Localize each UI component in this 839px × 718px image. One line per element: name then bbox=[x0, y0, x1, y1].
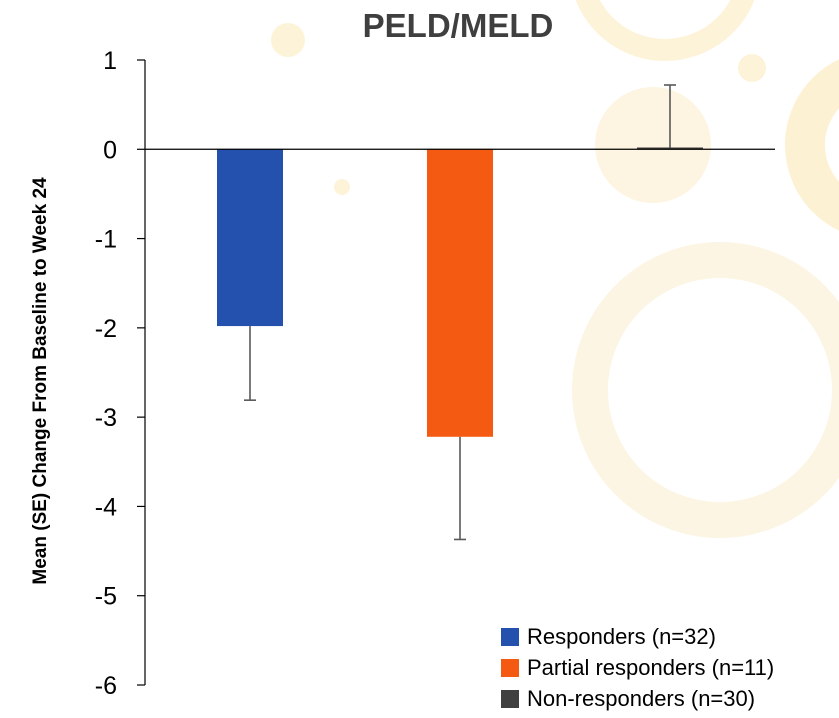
y-tick-label: -6 bbox=[95, 672, 117, 700]
y-tick-marks bbox=[137, 59, 145, 686]
y-tick-label: 1 bbox=[103, 47, 117, 75]
bar bbox=[217, 149, 283, 327]
error-bars bbox=[244, 84, 676, 541]
legend-swatch bbox=[501, 690, 519, 708]
legend-swatch bbox=[501, 628, 519, 646]
decor-dot-tiny bbox=[334, 179, 350, 195]
y-tick-label: -3 bbox=[95, 404, 117, 432]
bars bbox=[217, 147, 703, 437]
y-tick-labels: 1 0 -1 -2 -3 -4 -5 -6 bbox=[95, 47, 117, 700]
legend-label: Partial responders (n=11) bbox=[527, 655, 774, 680]
y-tick-label: -4 bbox=[95, 493, 117, 521]
decor-ring-right bbox=[785, 59, 839, 231]
chart-title: PELD/MELD bbox=[363, 7, 554, 44]
decor-ring-top bbox=[575, 0, 755, 61]
decor-blob bbox=[595, 87, 711, 203]
y-tick-label: 0 bbox=[103, 136, 117, 164]
y-tick-label: -5 bbox=[95, 583, 117, 611]
y-tick-label: -1 bbox=[95, 226, 117, 254]
bar bbox=[637, 147, 703, 150]
decor-ring-bottom bbox=[572, 242, 839, 538]
legend-swatch bbox=[501, 659, 519, 677]
legend: Responders (n=32) Partial responders (n=1… bbox=[501, 624, 774, 711]
legend-label: Non-responders (n=30) bbox=[527, 686, 755, 711]
legend-label: Responders (n=32) bbox=[527, 624, 716, 649]
y-axis-label: Mean (SE) Change From Baseline to Week 2… bbox=[30, 177, 51, 585]
y-tick-label: -2 bbox=[95, 315, 117, 343]
decor-dot-small bbox=[271, 23, 305, 57]
decor-dot-mid bbox=[738, 54, 766, 82]
bar bbox=[427, 149, 493, 437]
